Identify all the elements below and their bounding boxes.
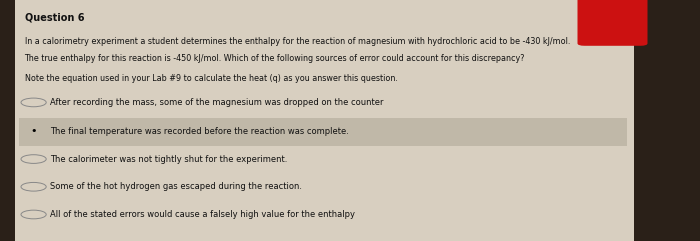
FancyBboxPatch shape [578,0,648,46]
Bar [15,0,634,241]
Bar [19,118,626,146]
Text: •: • [30,126,37,136]
Text: The calorimeter was not tightly shut for the experiment.: The calorimeter was not tightly shut for… [50,154,288,164]
Text: Note the equation used in your Lab #9 to calculate the heat (q) as you answer th: Note the equation used in your Lab #9 to… [25,74,398,82]
Text: Some of the hot hydrogen gas escaped during the reaction.: Some of the hot hydrogen gas escaped dur… [50,182,302,191]
Text: Question 6: Question 6 [25,12,84,22]
Text: All of the stated errors would cause a falsely high value for the enthalpy: All of the stated errors would cause a f… [50,210,356,219]
Text: The final temperature was recorded before the reaction was complete.: The final temperature was recorded befor… [50,127,349,136]
Text: In a calorimetry experiment a student determines the enthalpy for the reaction o: In a calorimetry experiment a student de… [25,37,570,46]
Text: After recording the mass, some of the magnesium was dropped on the counter: After recording the mass, some of the ma… [50,98,384,107]
Text: The true enthalpy for this reaction is -450 kJ/mol. Which of the following sourc: The true enthalpy for this reaction is -… [25,54,525,63]
